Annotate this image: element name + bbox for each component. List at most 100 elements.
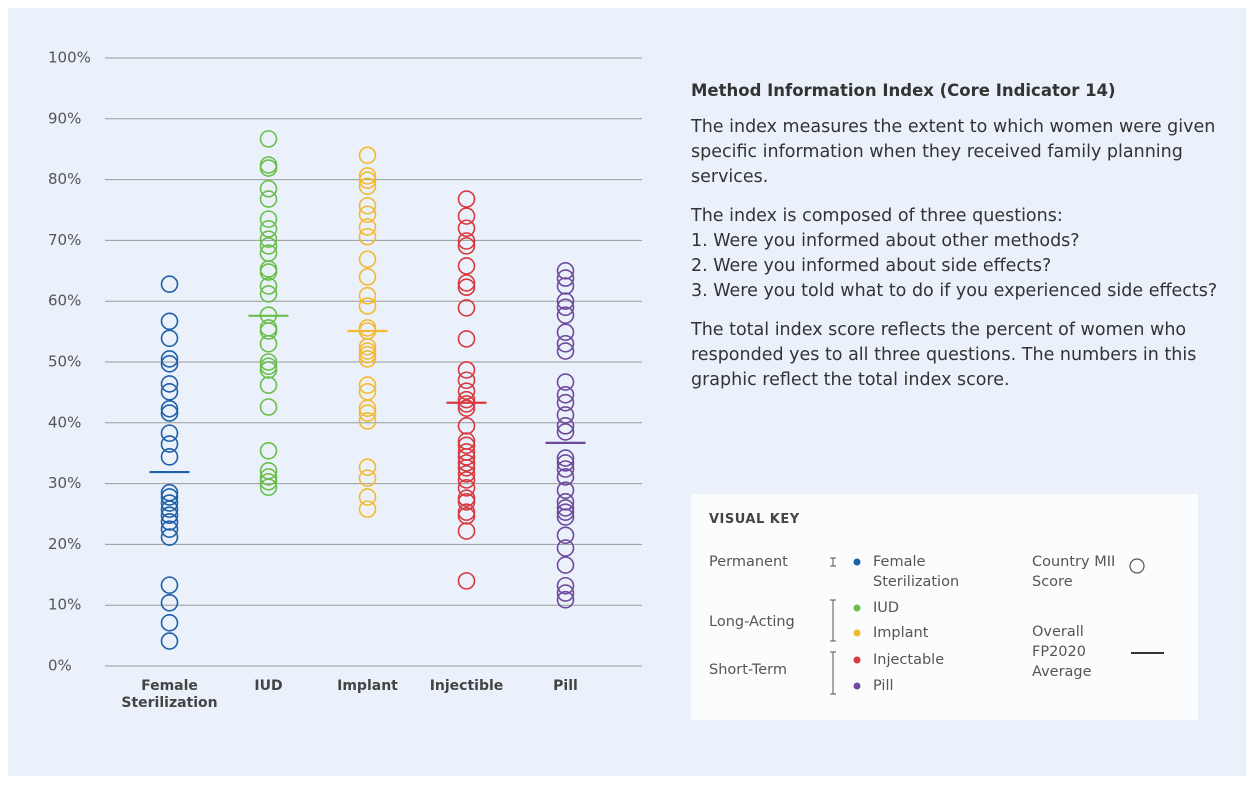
score-marker xyxy=(259,322,278,340)
x-tick-label: IUD xyxy=(254,678,283,694)
score-marker xyxy=(556,406,575,424)
score-marker xyxy=(457,390,476,409)
score-marker xyxy=(160,488,179,506)
score-marker xyxy=(556,423,575,441)
average-label: Overall FP2020 Average xyxy=(1032,624,1092,680)
score-marker xyxy=(160,275,179,293)
score-marker xyxy=(556,454,575,472)
score-marker xyxy=(160,614,179,632)
score-marker xyxy=(259,376,278,394)
score-marker xyxy=(259,237,278,255)
score-marker xyxy=(556,460,575,478)
score-marker xyxy=(358,268,377,286)
info-panel: Method Information Index (Core Indicator… xyxy=(691,78,1236,407)
score-marker xyxy=(358,171,377,190)
score-marker xyxy=(160,329,179,348)
y-tick-label: 0% xyxy=(48,657,72,675)
score-marker xyxy=(556,292,575,311)
score-marker xyxy=(457,471,476,489)
score-marker xyxy=(457,479,476,497)
score-marker xyxy=(457,382,476,400)
x-tick-label: Female Sterilization xyxy=(121,678,218,711)
list-intro: The index is composed of three questions… xyxy=(691,206,1063,226)
score-marker xyxy=(259,468,278,486)
y-tick-label: 80% xyxy=(48,170,81,188)
score-marker xyxy=(160,500,179,518)
score-marker xyxy=(259,263,278,281)
score-marker xyxy=(259,179,278,198)
score-marker xyxy=(259,441,278,460)
key-marker xyxy=(1129,558,1145,574)
legend-entry: Pill xyxy=(873,678,894,694)
y-tick-label: 40% xyxy=(48,413,81,431)
score-marker xyxy=(358,250,377,269)
y-tick-label: 90% xyxy=(48,109,81,127)
score-marker xyxy=(556,269,575,287)
score-marker xyxy=(160,382,179,401)
marker-label: Country MII Score xyxy=(1032,554,1116,590)
score-marker xyxy=(457,465,476,483)
list-item: 2. Were you informed about side effects? xyxy=(691,256,1052,276)
score-marker xyxy=(457,458,476,477)
score-marker xyxy=(457,190,476,208)
legend-dot xyxy=(853,656,861,664)
score-marker xyxy=(457,237,476,255)
score-marker xyxy=(457,274,476,292)
score-marker xyxy=(358,196,377,215)
score-marker xyxy=(556,503,575,521)
score-marker xyxy=(160,350,179,368)
score-marker xyxy=(556,323,575,342)
x-tick-label: Implant xyxy=(337,678,398,694)
score-marker xyxy=(160,400,179,418)
score-marker xyxy=(358,205,377,224)
legend-entry: IUD xyxy=(873,600,900,616)
legend-dot xyxy=(853,604,861,612)
score-marker xyxy=(259,472,278,491)
score-marker xyxy=(457,371,476,390)
legend-entry: Female Sterilization xyxy=(873,554,960,590)
score-marker xyxy=(259,230,278,248)
group-label: Long-Acting xyxy=(709,614,795,630)
score-marker xyxy=(358,350,377,368)
score-marker xyxy=(160,312,179,331)
score-marker xyxy=(457,436,476,455)
score-marker xyxy=(160,448,179,466)
y-tick-label: 60% xyxy=(48,292,81,310)
y-tick-label: 10% xyxy=(48,596,81,614)
score-marker xyxy=(358,412,377,430)
score-marker xyxy=(457,395,476,413)
score-marker xyxy=(556,590,575,609)
legend-dot xyxy=(853,558,861,566)
score-marker xyxy=(358,177,377,196)
key-title: VISUAL KEY xyxy=(709,512,800,527)
score-marker xyxy=(457,417,476,435)
score-marker xyxy=(259,277,278,295)
score-marker xyxy=(457,299,476,317)
panel-closing: The total index score reflects the perce… xyxy=(691,320,1197,390)
y-tick-label: 50% xyxy=(48,353,81,371)
score-marker xyxy=(259,353,278,371)
score-marker xyxy=(259,159,278,177)
y-tick-label: 30% xyxy=(48,474,81,492)
score-marker xyxy=(259,285,278,303)
panel-intro: The index measures the extent to which w… xyxy=(691,117,1216,187)
score-marker xyxy=(358,376,377,394)
score-marker xyxy=(259,357,278,376)
score-marker xyxy=(358,488,377,506)
score-marker xyxy=(457,207,476,225)
score-marker xyxy=(259,130,278,148)
list-item: 1. Were you informed about other methods… xyxy=(691,231,1080,251)
score-marker xyxy=(259,220,278,238)
group-label: Short-Term xyxy=(709,662,787,678)
score-marker xyxy=(556,539,575,557)
score-marker xyxy=(160,494,179,512)
legend-entry: Injectable xyxy=(873,652,945,668)
score-marker xyxy=(160,632,179,650)
score-marker xyxy=(556,526,575,545)
x-tick-label: Pill xyxy=(553,678,578,694)
score-marker xyxy=(259,210,278,228)
score-marker xyxy=(358,167,377,185)
score-marker xyxy=(556,417,575,435)
score-marker xyxy=(160,424,179,442)
score-marker xyxy=(457,572,476,590)
